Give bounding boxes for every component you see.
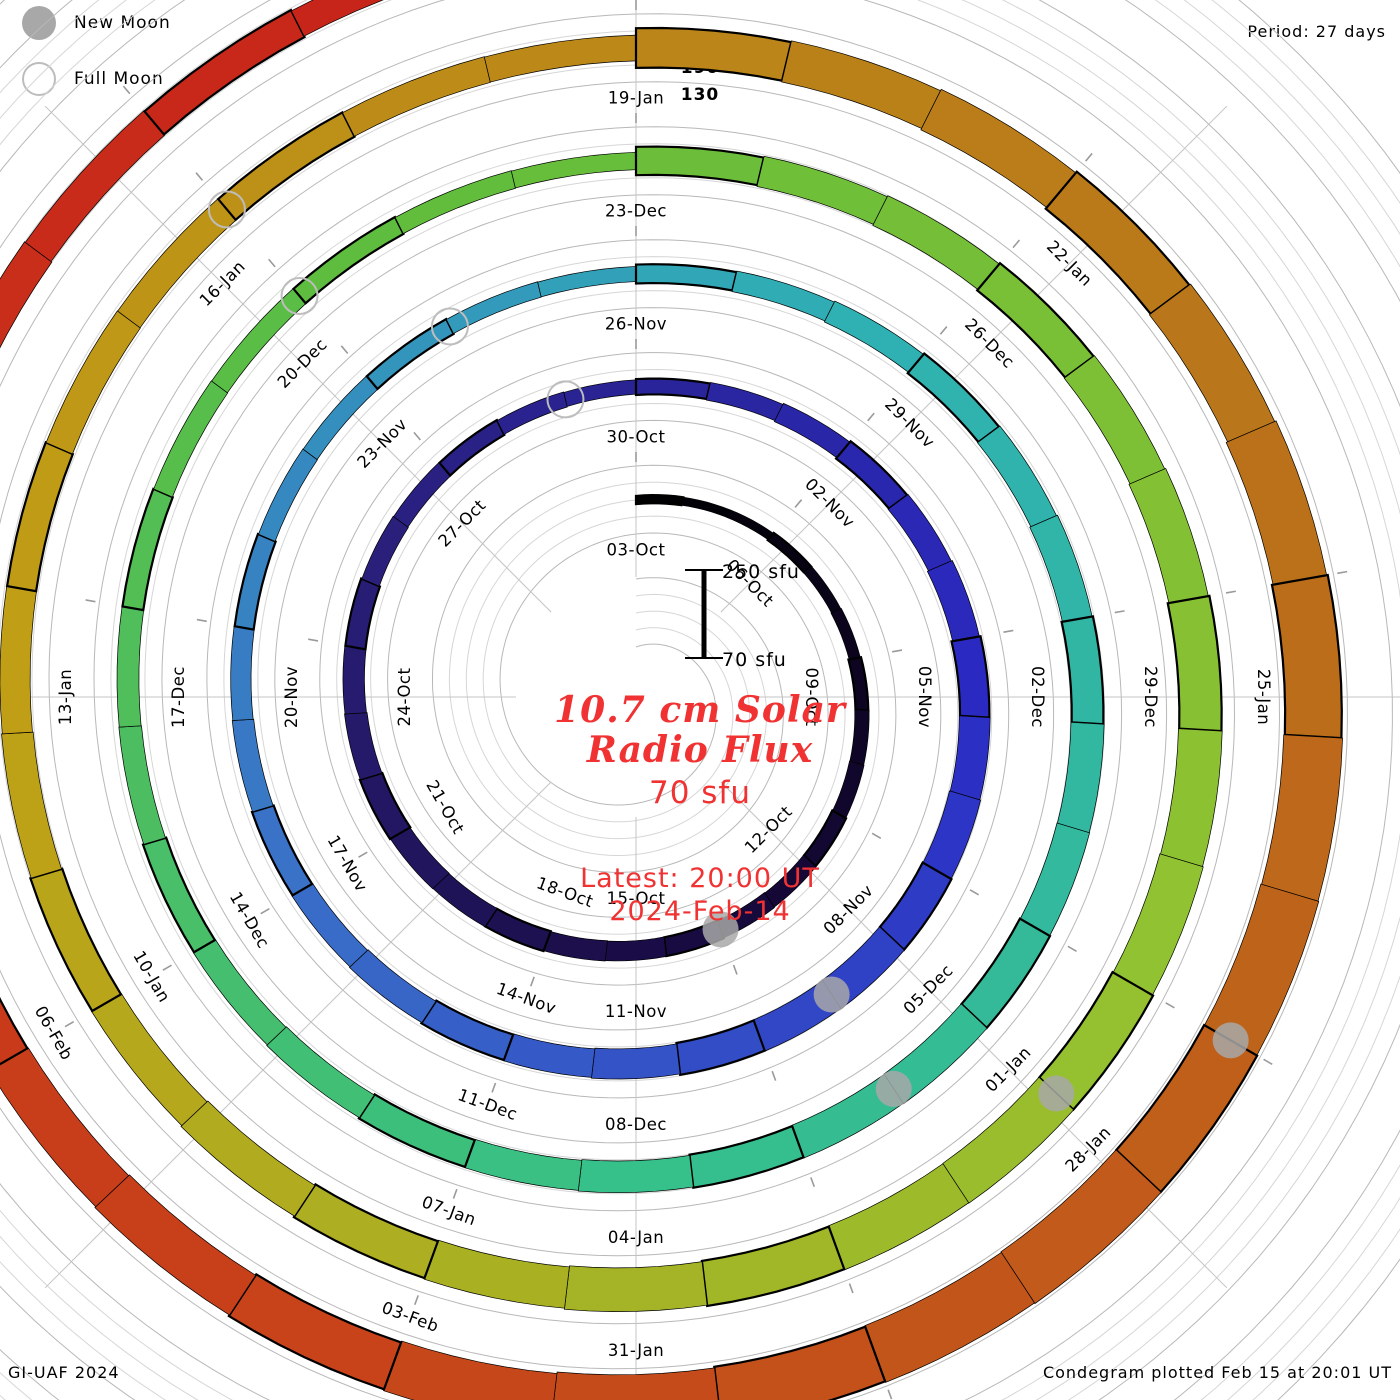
footer-credit: GI-UAF 2024: [8, 1363, 120, 1382]
new-moon-marker: [875, 1070, 912, 1107]
date-label: 19-Jan: [608, 89, 664, 108]
date-label: 08-Dec: [605, 1115, 667, 1134]
date-label: 25-Jan: [1254, 669, 1273, 725]
date-label: 14-Dec: [226, 889, 273, 952]
date-label: 15-Oct: [607, 889, 666, 908]
date-label: 10-Jan: [129, 948, 174, 1006]
legend-full-moon-label: Full Moon: [74, 69, 164, 89]
new-moon-marker: [702, 911, 739, 948]
date-label: 17-Nov: [324, 832, 372, 895]
date-label: 11-Dec: [455, 1085, 520, 1124]
full-moon-marker: [430, 307, 469, 346]
date-label: 13-Jan: [56, 669, 75, 725]
legend-full-moon: Full Moon: [22, 62, 164, 96]
date-label: 02-Dec: [1028, 666, 1047, 728]
new-moon-marker: [1212, 1022, 1249, 1059]
date-label: 03-Feb: [379, 1298, 441, 1336]
date-label: 06-Feb: [31, 1003, 77, 1064]
date-label: 05-Nov: [915, 666, 934, 728]
date-label: 14-Nov: [494, 979, 559, 1018]
date-label: 09-Oct: [802, 668, 821, 727]
new-moon-icon: [22, 6, 56, 40]
date-label: 24-Oct: [395, 668, 414, 727]
bar-scale-low-label: 70 sfu: [722, 649, 787, 671]
period-label: Period: 27 days: [1247, 22, 1386, 41]
date-label: 31-Jan: [608, 1341, 664, 1360]
full-moon-icon: [22, 62, 56, 96]
date-label: 03-Oct: [607, 541, 666, 560]
bar-scale-high-label: 250 sfu: [722, 561, 800, 583]
date-label: 11-Nov: [605, 1002, 667, 1021]
date-label: 21-Oct: [422, 777, 468, 838]
date-label: 26-Nov: [605, 315, 667, 334]
date-label: 04-Jan: [608, 1228, 664, 1247]
date-label: 20-Nov: [282, 666, 301, 728]
moon-markers: [207, 190, 1249, 1112]
date-label: 17-Dec: [169, 666, 188, 728]
scale-value-130: 130: [680, 85, 720, 105]
bar-scale-key: [685, 569, 723, 659]
full-moon-marker: [207, 190, 246, 229]
flux-bands: [0, 0, 1343, 1400]
new-moon-marker: [813, 976, 850, 1013]
date-label: 18-Oct: [534, 873, 596, 911]
full-moon-marker: [546, 380, 585, 419]
date-label: 29-Dec: [1141, 666, 1160, 728]
date-label: 30-Oct: [607, 428, 666, 447]
date-label: 07-Jan: [419, 1192, 478, 1229]
date-label: 23-Dec: [605, 202, 667, 221]
full-moon-marker: [280, 277, 319, 316]
footer-plot-time: Condegram plotted Feb 15 at 20:01 UT: [1042, 1363, 1392, 1382]
new-moon-marker: [1038, 1075, 1075, 1112]
day-ticks: [64, 0, 1348, 1400]
